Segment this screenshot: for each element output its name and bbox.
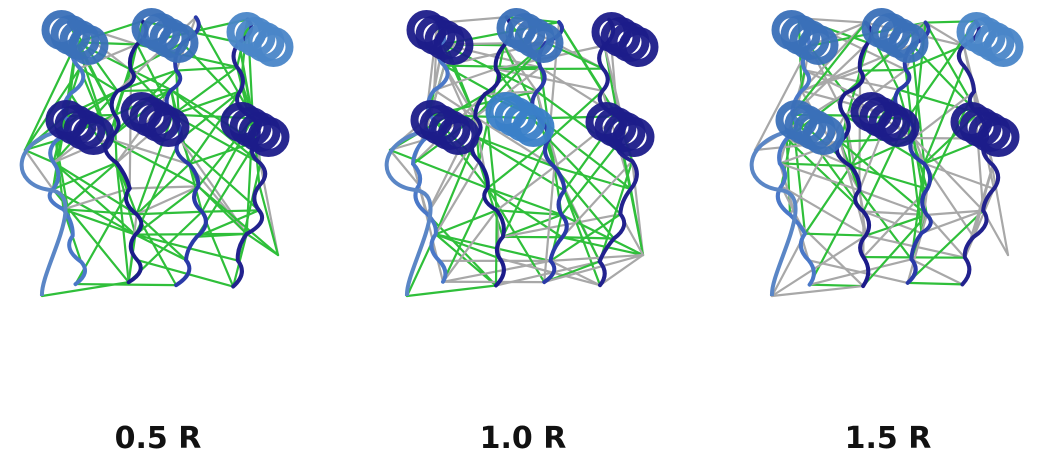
contact-edge — [63, 163, 116, 210]
panel-label: 1.0 R — [480, 421, 567, 456]
contact-edge — [117, 90, 171, 91]
helix — [225, 106, 286, 153]
contact-edge — [600, 255, 643, 285]
contact-edge — [137, 260, 233, 286]
contact-edge — [407, 286, 496, 296]
contact-edge — [115, 115, 117, 163]
contact-edge — [137, 164, 190, 214]
contact-edge — [488, 139, 549, 188]
contact-edges — [755, 18, 1008, 296]
figure: 0.5 R 1.0 R 1.5 R — [0, 0, 1043, 458]
page: 0.5 R1.0 R1.5 R (() => { const data = JS… — [0, 0, 1043, 458]
helix — [136, 12, 195, 59]
contact-edge — [76, 284, 177, 285]
helix — [596, 16, 655, 63]
panel-label: 1.5 R — [845, 421, 932, 456]
contact-edge — [130, 70, 131, 188]
structure-panel: 1.0 R — [387, 12, 655, 456]
contact-edge — [908, 283, 963, 284]
contact-edge — [780, 163, 851, 166]
helix — [125, 96, 186, 143]
structure-panel: 0.5 R — [22, 12, 290, 456]
helix — [490, 96, 551, 143]
helix — [866, 12, 925, 59]
contact-edge — [860, 70, 906, 71]
contact-edge — [436, 162, 479, 235]
structure-panel: 1.5 R — [752, 12, 1020, 456]
helix — [590, 106, 651, 153]
contact-edge — [444, 66, 540, 68]
panels: 0.5 R 1.0 R 1.5 R — [22, 12, 1020, 456]
panel-label: 0.5 R — [115, 421, 202, 456]
contact-edge — [859, 71, 860, 191]
helix — [46, 14, 105, 61]
contact-edges — [25, 17, 278, 296]
helix — [961, 16, 1020, 63]
